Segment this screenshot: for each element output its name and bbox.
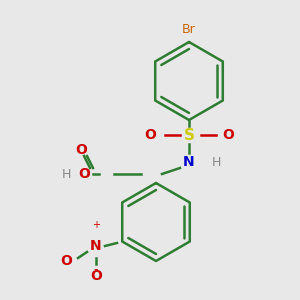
Text: O: O [222,128,234,142]
Text: N: N [90,239,102,253]
Text: +: + [92,220,100,230]
Text: -: - [94,263,98,277]
Text: O: O [144,128,156,142]
Text: N: N [183,155,195,169]
Text: S: S [184,128,194,142]
Text: O: O [78,167,90,181]
Text: O: O [75,143,87,157]
Text: H: H [61,167,71,181]
Text: O: O [60,254,72,268]
Text: H: H [211,155,221,169]
Text: O: O [90,269,102,283]
Text: Br: Br [182,23,196,36]
